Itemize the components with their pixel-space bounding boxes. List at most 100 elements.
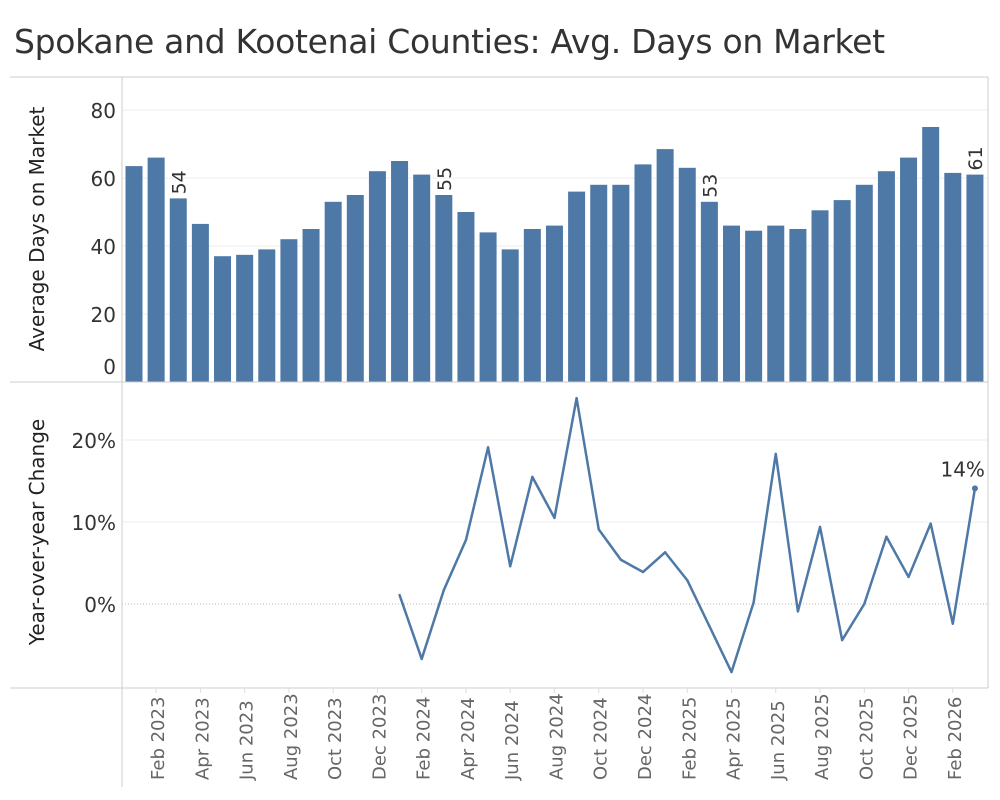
line-point [686, 579, 689, 582]
x-tick-label: Oct 2024 [591, 697, 612, 780]
bar [523, 229, 541, 382]
line-point [730, 670, 733, 674]
bar [900, 157, 918, 382]
line-point [752, 601, 755, 604]
bar [634, 164, 652, 382]
bar [236, 254, 254, 382]
line-point [509, 565, 512, 568]
y-tick-label: 40 [91, 235, 116, 259]
x-tick-label: Oct 2025 [856, 697, 877, 780]
bar [368, 171, 386, 382]
bar [302, 229, 320, 382]
line-point [708, 624, 711, 628]
bar-data-label: 55 [434, 167, 456, 191]
y-tick-label: 60 [91, 167, 116, 191]
bar [324, 201, 342, 382]
bar [745, 230, 763, 382]
bar-data-label: 54 [168, 170, 190, 194]
x-tick-label: Jun 2023 [237, 700, 258, 781]
bar [612, 184, 630, 382]
bar [125, 166, 143, 382]
bar [678, 167, 696, 382]
bar [811, 210, 829, 382]
line-point [420, 657, 423, 661]
y-axis-title: Year-over-year Change [25, 419, 49, 646]
bar [214, 256, 232, 382]
bar [789, 229, 807, 382]
bar [346, 195, 364, 382]
line-point [907, 575, 910, 579]
bar [258, 249, 276, 382]
bar [966, 174, 984, 382]
line-point [464, 538, 468, 542]
line-point [597, 528, 600, 531]
bar-data-label: 61 [965, 146, 987, 170]
line-point [774, 452, 777, 456]
bar [435, 195, 453, 382]
bar [922, 127, 940, 382]
y-tick-label: 20 [91, 303, 116, 327]
line-point [398, 593, 401, 597]
bar [479, 232, 497, 382]
bar [590, 184, 608, 382]
chart-title: Spokane and Kootenai Counties: Avg. Days… [14, 22, 885, 61]
bar [413, 174, 431, 382]
line-point [818, 525, 822, 529]
bar [501, 249, 519, 382]
bar [280, 239, 298, 382]
bar [457, 212, 475, 382]
line-point [885, 535, 888, 538]
bar [147, 157, 165, 382]
bar [855, 184, 873, 382]
yoy-line [398, 396, 977, 674]
x-tick-label: Feb 2024 [414, 697, 435, 780]
x-tick-label: Aug 2023 [281, 693, 302, 780]
x-tick-label: Dec 2025 [901, 694, 922, 780]
bar-data-label: 53 [699, 174, 721, 198]
line-point [951, 622, 955, 625]
line-point [663, 551, 667, 554]
bar [877, 171, 895, 382]
line-point [796, 610, 800, 613]
x-tick-label: Aug 2025 [812, 693, 833, 780]
x-tick-label: Jun 2024 [502, 700, 523, 781]
bar [169, 198, 187, 382]
y-tick-label: 10% [72, 511, 116, 535]
y-tick-label: 0% [84, 593, 116, 617]
y-tick-label: 0 [103, 355, 116, 379]
x-tick-label: Apr 2025 [724, 697, 745, 780]
bar [767, 225, 785, 382]
bar [391, 161, 409, 382]
x-tick-label: Oct 2023 [325, 697, 346, 780]
bar [568, 191, 586, 382]
x-tick-label: Feb 2023 [148, 697, 169, 780]
bar [723, 225, 741, 382]
bar [545, 225, 563, 382]
line-point [575, 396, 578, 400]
line-data-label: 14% [940, 457, 984, 481]
line-point [840, 638, 844, 642]
x-tick-label: Dec 2023 [369, 694, 390, 780]
bar [656, 149, 674, 382]
line-point [553, 516, 556, 520]
line-point [929, 522, 932, 525]
y-axis-title: Average Days on Market [25, 106, 49, 351]
bar [833, 200, 851, 382]
x-tick-label: Dec 2024 [635, 694, 656, 780]
line-point [486, 446, 490, 449]
x-tick-label: Apr 2024 [458, 697, 479, 780]
bar [700, 201, 718, 382]
line-point [619, 558, 623, 561]
x-tick-label: Aug 2024 [546, 693, 567, 780]
line-point [442, 588, 446, 592]
y-tick-label: 20% [72, 429, 116, 453]
x-tick-label: Jun 2025 [768, 700, 789, 781]
x-tick-label: Apr 2023 [192, 697, 213, 780]
line-end-marker [971, 485, 978, 492]
line-point [641, 570, 645, 574]
bar [191, 223, 209, 382]
y-tick-label: 80 [91, 99, 116, 123]
bar [944, 172, 962, 382]
x-tick-label: Feb 2025 [679, 697, 700, 780]
